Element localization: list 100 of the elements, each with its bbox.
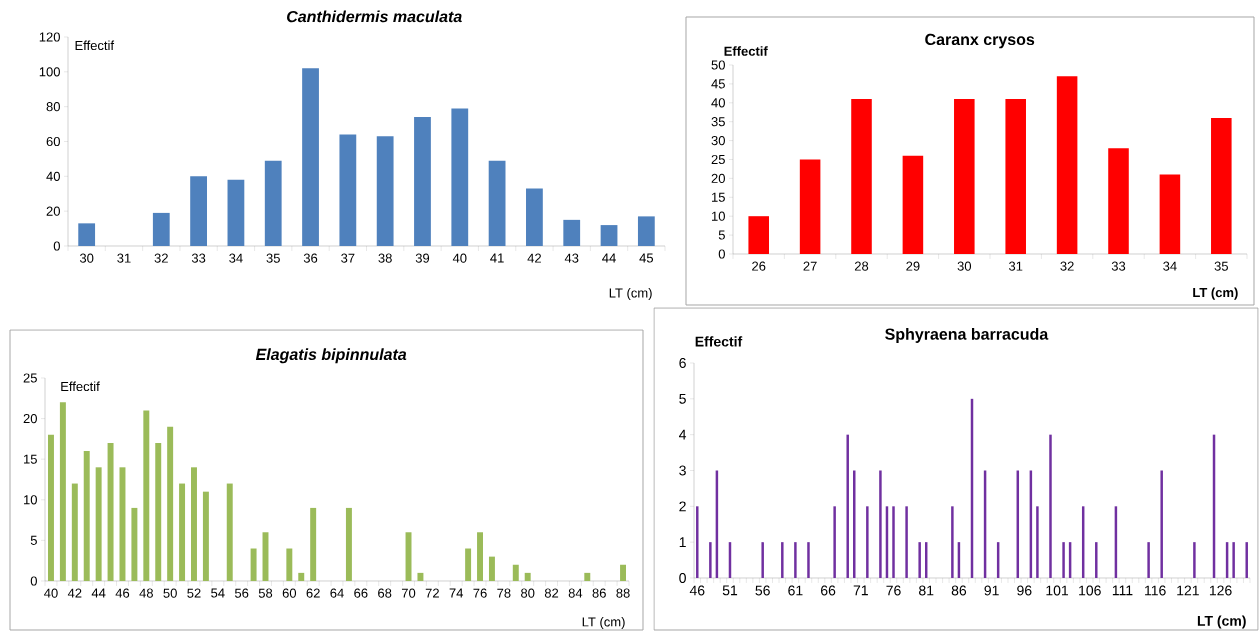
y-tick-label: 0 (30, 576, 37, 586)
y-tick-label: 5 (30, 535, 37, 545)
x-tick-label: 91 (984, 585, 999, 596)
x-tick-label: 31 (117, 253, 131, 263)
y-tick-label: 0 (679, 573, 686, 583)
x-tick-label: 101 (1046, 585, 1069, 596)
y-tick-label: 20 (46, 206, 60, 216)
x-axis-title: LT (cm) (1193, 287, 1238, 300)
y-axis-title: Effectif (724, 46, 768, 56)
bar (584, 572, 591, 581)
bar (1108, 148, 1129, 254)
x-tick-label: 78 (497, 588, 511, 598)
x-axis-title: LT (cm) (582, 616, 625, 630)
x-tick-label: 60 (282, 588, 297, 598)
y-tick-label: 15 (712, 192, 725, 202)
x-tick-label: 116 (1145, 585, 1166, 596)
bar (191, 467, 197, 581)
x-tick-label: 28 (854, 261, 869, 271)
y-tick-label: 100 (39, 67, 60, 77)
y-tick-label: 5 (679, 393, 686, 404)
x-tick-label: 44 (91, 588, 106, 598)
bar (1095, 542, 1098, 578)
bar (563, 219, 581, 246)
x-tick-label: 111 (1112, 585, 1133, 596)
bar (524, 572, 531, 581)
x-tick-label: 70 (401, 588, 416, 598)
x-tick-label: 26 (752, 261, 766, 271)
y-tick-label: 10 (712, 211, 725, 221)
bar (600, 225, 618, 246)
y-tick-label: 20 (23, 413, 37, 424)
bar (833, 506, 836, 578)
bar (696, 506, 699, 578)
x-axis-title: LT (cm) (609, 288, 652, 301)
bar (345, 507, 352, 581)
y-tick-label: 6 (679, 358, 686, 368)
bar (1160, 470, 1163, 578)
y-tick-label: 4 (679, 429, 687, 440)
bar (302, 68, 319, 246)
bar (71, 483, 78, 581)
bar (846, 434, 849, 578)
bar (95, 467, 102, 581)
x-tick-label: 27 (803, 261, 817, 271)
x-tick-label: 82 (544, 588, 559, 598)
bar (250, 548, 257, 581)
x-tick-label: 86 (951, 585, 967, 596)
bar (227, 179, 245, 246)
x-tick-label: 80 (521, 588, 535, 598)
x-tick-label: 121 (1177, 585, 1199, 596)
y-tick-label: 20 (711, 173, 725, 183)
bar (298, 572, 305, 581)
x-tick-label: 76 (473, 588, 487, 598)
bar (892, 506, 895, 578)
bar (155, 442, 162, 581)
x-tick-label: 72 (425, 588, 439, 598)
bar (465, 548, 472, 581)
y-tick-label: 25 (23, 373, 37, 383)
x-tick-label: 36 (303, 253, 318, 263)
bar (748, 216, 769, 254)
bar (866, 506, 869, 578)
x-tick-label: 29 (906, 261, 920, 271)
x-tick-label: 126 (1209, 585, 1232, 596)
bar (78, 223, 96, 246)
bar (414, 117, 431, 246)
bar (620, 564, 627, 581)
x-tick-label: 106 (1079, 585, 1101, 596)
bar (1245, 542, 1248, 578)
bar (226, 483, 233, 581)
x-tick-label: 96 (1017, 585, 1032, 596)
x-tick-label: 61 (788, 585, 803, 596)
bar (761, 542, 764, 578)
x-tick-label: 42 (527, 253, 541, 263)
y-tick-label: 60 (46, 136, 60, 147)
y-tick-label: 120 (39, 32, 60, 42)
x-tick-label: 39 (415, 253, 430, 263)
x-tick-label: 74 (449, 588, 464, 598)
bar (853, 470, 856, 578)
bar (905, 506, 908, 578)
bar (918, 542, 921, 578)
x-tick-label: 71 (853, 585, 868, 596)
bar (143, 410, 150, 581)
x-tick-label: 66 (821, 585, 836, 596)
y-axis-title: Effectif (695, 336, 743, 347)
bar (339, 134, 357, 246)
y-tick-label: 2 (679, 501, 686, 512)
bar (951, 506, 954, 578)
bar (59, 402, 66, 581)
y-tick-label: 50 (711, 60, 725, 70)
x-tick-label: 46 (115, 588, 130, 598)
chart-title: Canthidermis maculata (287, 10, 462, 23)
y-tick-label: 35 (711, 117, 725, 127)
bar (512, 564, 519, 581)
y-tick-label: 45 (711, 79, 725, 89)
x-tick-label: 35 (1214, 261, 1228, 271)
y-tick-label: 10 (24, 495, 37, 505)
x-tick-label: 40 (452, 253, 467, 263)
x-tick-label: 35 (266, 253, 280, 263)
bar (119, 467, 126, 581)
bar (83, 451, 90, 581)
bar (417, 572, 424, 581)
x-tick-label: 33 (191, 253, 206, 263)
